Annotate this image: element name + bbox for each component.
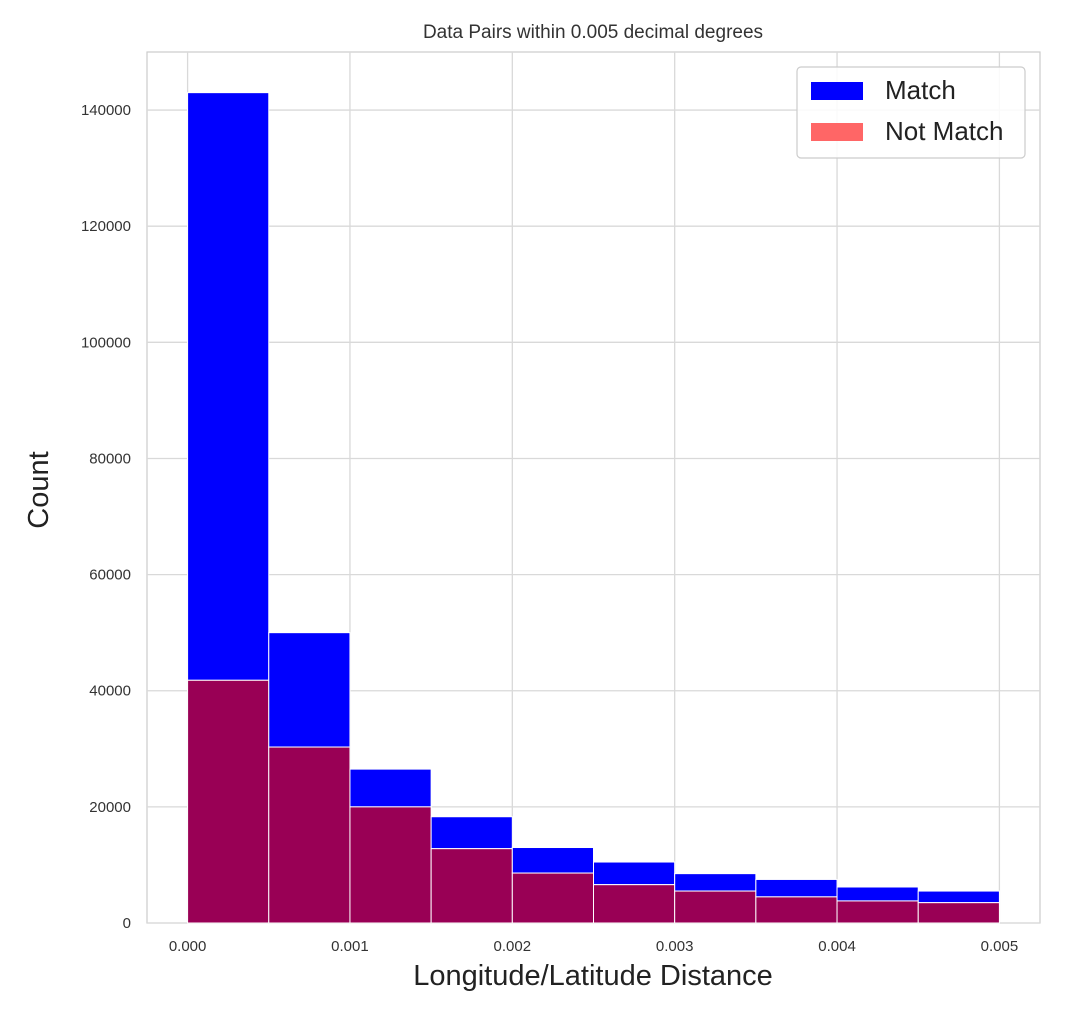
bar-match	[187, 92, 270, 681]
y-axis-ticks: 0 20000 40000 60000 80000 100000 120000 140000	[81, 102, 131, 932]
bar-not-match	[268, 746, 351, 924]
bar-match	[511, 847, 594, 874]
y-tick-label: 20000	[89, 799, 131, 816]
x-axis-label: Longitude/Latitude Distance	[413, 960, 773, 992]
x-tick-label: 0.001	[331, 938, 369, 955]
y-tick-label: 100000	[81, 334, 131, 351]
y-tick-label: 60000	[89, 567, 131, 584]
x-axis-ticks: 0.000 0.001 0.002 0.003 0.004 0.005	[169, 938, 1018, 955]
bar-not-match	[593, 884, 676, 924]
bar-not-match	[836, 900, 919, 924]
bar-match	[349, 768, 432, 808]
y-tick-label: 0	[123, 915, 131, 932]
bar-not-match	[430, 848, 513, 924]
legend-swatch-match	[811, 82, 863, 100]
bar-match	[836, 886, 919, 902]
bar-match	[755, 878, 838, 898]
bar-not-match	[755, 896, 838, 924]
bar-not-match	[917, 902, 1000, 924]
legend: Match Not Match	[796, 66, 1026, 159]
bar-match	[917, 890, 1000, 904]
bar-not-match	[674, 890, 757, 924]
bar-match	[430, 816, 513, 850]
bar-match	[593, 861, 676, 886]
bar-match	[674, 873, 757, 892]
y-axis-label: Count	[23, 451, 55, 528]
y-tick-label: 80000	[89, 450, 131, 467]
bars	[187, 92, 1000, 924]
x-tick-label: 0.004	[818, 938, 856, 955]
x-tick-label: 0.005	[981, 938, 1019, 955]
bar-not-match	[349, 806, 432, 924]
y-tick-label: 120000	[81, 218, 131, 235]
y-tick-label: 40000	[89, 683, 131, 700]
legend-swatch-not-match	[811, 123, 863, 141]
bar-match	[268, 632, 351, 748]
legend-label-match: Match	[885, 75, 956, 105]
bar-not-match	[187, 679, 270, 924]
x-tick-label: 0.002	[494, 938, 532, 955]
x-tick-label: 0.003	[656, 938, 694, 955]
x-tick-label: 0.000	[169, 938, 207, 955]
chart-title: Data Pairs within 0.005 decimal degrees	[423, 22, 763, 43]
legend-label-not-match: Not Match	[885, 116, 1004, 146]
y-tick-label: 140000	[81, 102, 131, 119]
bar-not-match	[511, 872, 594, 924]
